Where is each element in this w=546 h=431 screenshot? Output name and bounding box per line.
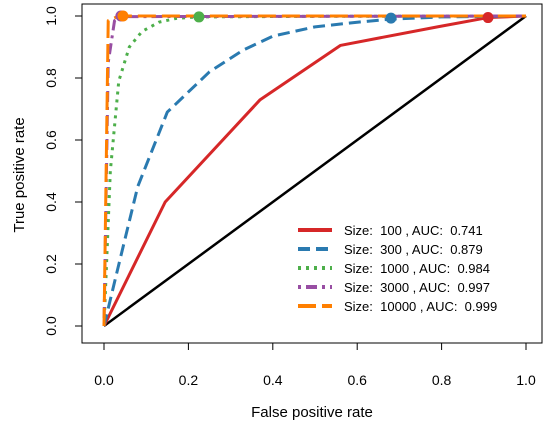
legend-label-5: Size: 10000 , AUC: 0.999 — [344, 299, 497, 314]
series-line-4 — [102, 14, 527, 327]
x-axis: 0.0 0.2 0.4 0.6 0.8 1.0 — [94, 342, 536, 388]
x-tick-label: 0.2 — [179, 372, 199, 388]
x-tick-label: 0.6 — [347, 372, 367, 388]
x-tick-label: 0.8 — [432, 372, 452, 388]
series-line-5 — [102, 14, 526, 327]
legend-label-4: Size: 3000 , AUC: 0.997 — [344, 280, 490, 295]
series-marker-2 — [385, 12, 397, 24]
x-tick-label: 1.0 — [516, 372, 536, 388]
series-marker-3 — [193, 11, 205, 23]
legend-label-3: Size: 1000 , AUC: 0.984 — [344, 261, 490, 276]
series-marker-1 — [482, 12, 494, 24]
x-tick-label: 0.0 — [94, 372, 114, 388]
legend-label-2: Size: 300 , AUC: 0.879 — [344, 242, 483, 257]
legend: Size: 100 , AUC: 0.741 Size: 300 , AUC: 0… — [298, 223, 497, 314]
y-tick-label: 0.8 — [43, 68, 59, 88]
y-tick-label: 0.0 — [43, 316, 59, 336]
marker-group — [115, 10, 494, 24]
y-tick-label: 0.4 — [43, 192, 59, 212]
series-line-2 — [102, 14, 527, 327]
x-axis-title: False positive rate — [251, 404, 373, 421]
y-axis: 0.0 0.2 0.4 0.6 0.8 1.0 — [43, 6, 83, 336]
diagonal-reference-line — [103, 14, 527, 328]
y-tick-label: 1.0 — [43, 6, 59, 26]
series-marker-5 — [117, 10, 129, 22]
legend-label-1: Size: 100 , AUC: 0.741 — [344, 223, 483, 238]
y-tick-label: 0.2 — [43, 254, 59, 274]
x-tick-label: 0.4 — [263, 372, 283, 388]
y-tick-label: 0.6 — [43, 130, 59, 150]
y-axis-title: True positive rate — [11, 117, 28, 232]
